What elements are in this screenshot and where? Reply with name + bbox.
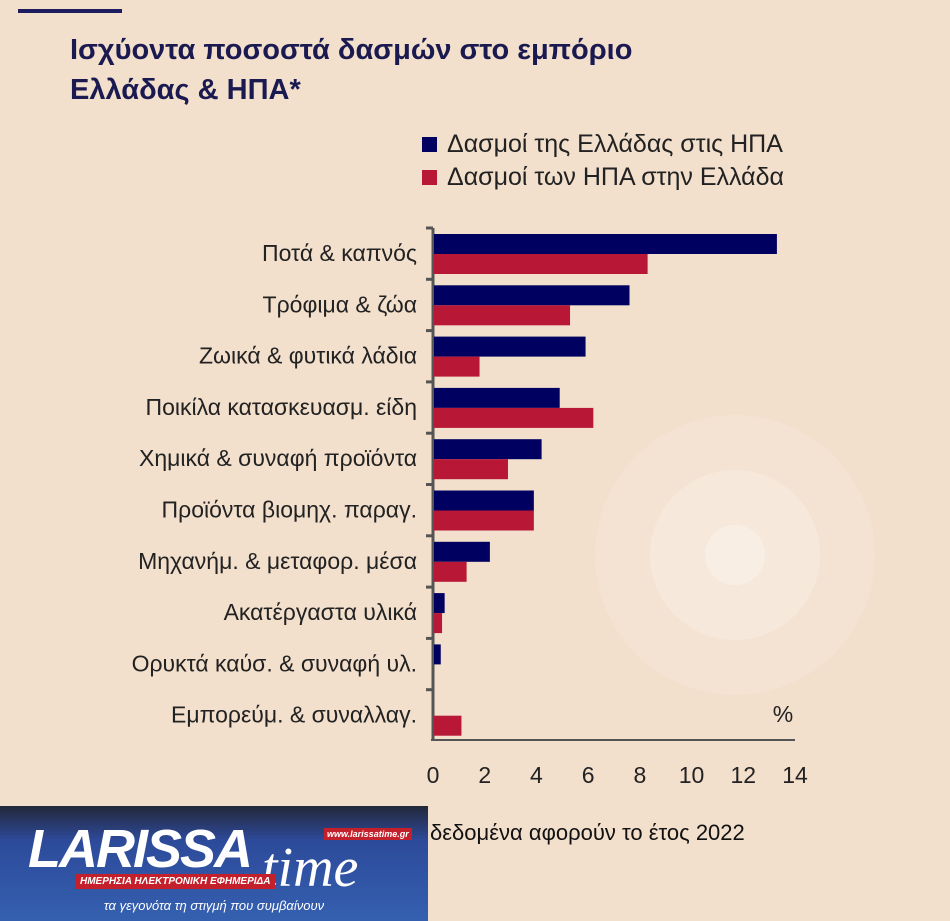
x-tick-label: 2 [478,762,491,788]
x-tick-label: 14 [782,762,808,788]
bar-greece [434,541,490,562]
logo-slogan: τα γεγονότα τη στιγμή που συμβαίνουν [103,898,325,913]
legend-label: Δασμοί των ΗΠΑ στην Ελλάδα [447,163,784,191]
category-label: Τρόφιμα & ζώα [263,291,417,317]
bar-usa [434,305,571,326]
footnote: δεδομένα αφορούν το έτος 2022 [430,820,745,845]
bar-greece [434,644,441,665]
bar-greece [434,490,534,511]
decor-circle [705,525,765,585]
legend: Δασμοί της Ελλάδας στις ΗΠΑ Δασμοί των Η… [422,128,784,194]
x-tick-label: 0 [427,762,440,788]
accent-line [18,9,122,13]
bar-usa [434,356,480,377]
category-label: Χημικά & συναφή προϊόντα [139,445,417,471]
bar-greece [434,285,630,306]
larissatime-logo[interactable]: LARISSA time www.larissatime.gr ΗΜΕΡΗΣΙΑ… [0,806,428,921]
x-tick-label: 12 [730,762,756,788]
legend-swatch [422,170,437,185]
legend-label: Δασμοί της Ελλάδας στις ΗΠΑ [447,130,783,158]
logo-suffix: time [262,837,359,899]
category-label: Προϊόντα βιομηχ. παραγ. [162,497,417,523]
bar-usa [434,407,594,428]
x-tick-label: 8 [633,762,646,788]
category-label: Εμπορεύμ. & συναλλαγ. [171,702,417,728]
legend-swatch [422,137,437,152]
chart-title: Ισχύοντα ποσοστά δασμών στο εμπόριο Ελλά… [70,34,633,106]
bar-greece [434,336,586,357]
bar-usa [434,561,467,582]
category-label: Μηχανήμ. & μεταφορ. μέσα [138,548,417,574]
bar-usa [434,510,534,531]
bar-greece [434,593,445,614]
bar-greece [434,387,560,408]
x-tick-label: 6 [582,762,595,788]
bar-usa [434,459,508,480]
legend-item-usa: Δασμοί των ΗΠΑ στην Ελλάδα [422,161,784,194]
logo-url: www.larissatime.gr [324,828,412,840]
category-label: Ακατέργαστα υλικά [224,599,417,625]
category-label: Ζωικά & φυτικά λάδια [199,343,417,369]
bar-usa [434,715,462,736]
category-label: Ποικίλα κατασκευασμ. είδη [145,394,417,420]
bar-usa [434,254,648,274]
bar-usa [434,613,443,634]
category-label: Ποτά & καπνός [262,240,417,266]
x-tick-label: 10 [679,762,705,788]
category-label: Ορυκτά καύσ. & συναφή υλ. [132,650,417,676]
x-tick-label: 4 [530,762,543,788]
logo-name: LARISSA [28,819,253,879]
bar-greece [434,439,542,460]
logo-tagline: ΗΜΕΡΗΣΙΑ ΗΛΕΚΤΡΟΝΙΚΗ ΕΦΗΜΕΡΙΔΑ [75,874,276,889]
legend-item-greece: Δασμοί της Ελλάδας στις ΗΠΑ [422,128,784,161]
bar-greece [434,234,777,254]
unit-label: % [773,701,793,727]
